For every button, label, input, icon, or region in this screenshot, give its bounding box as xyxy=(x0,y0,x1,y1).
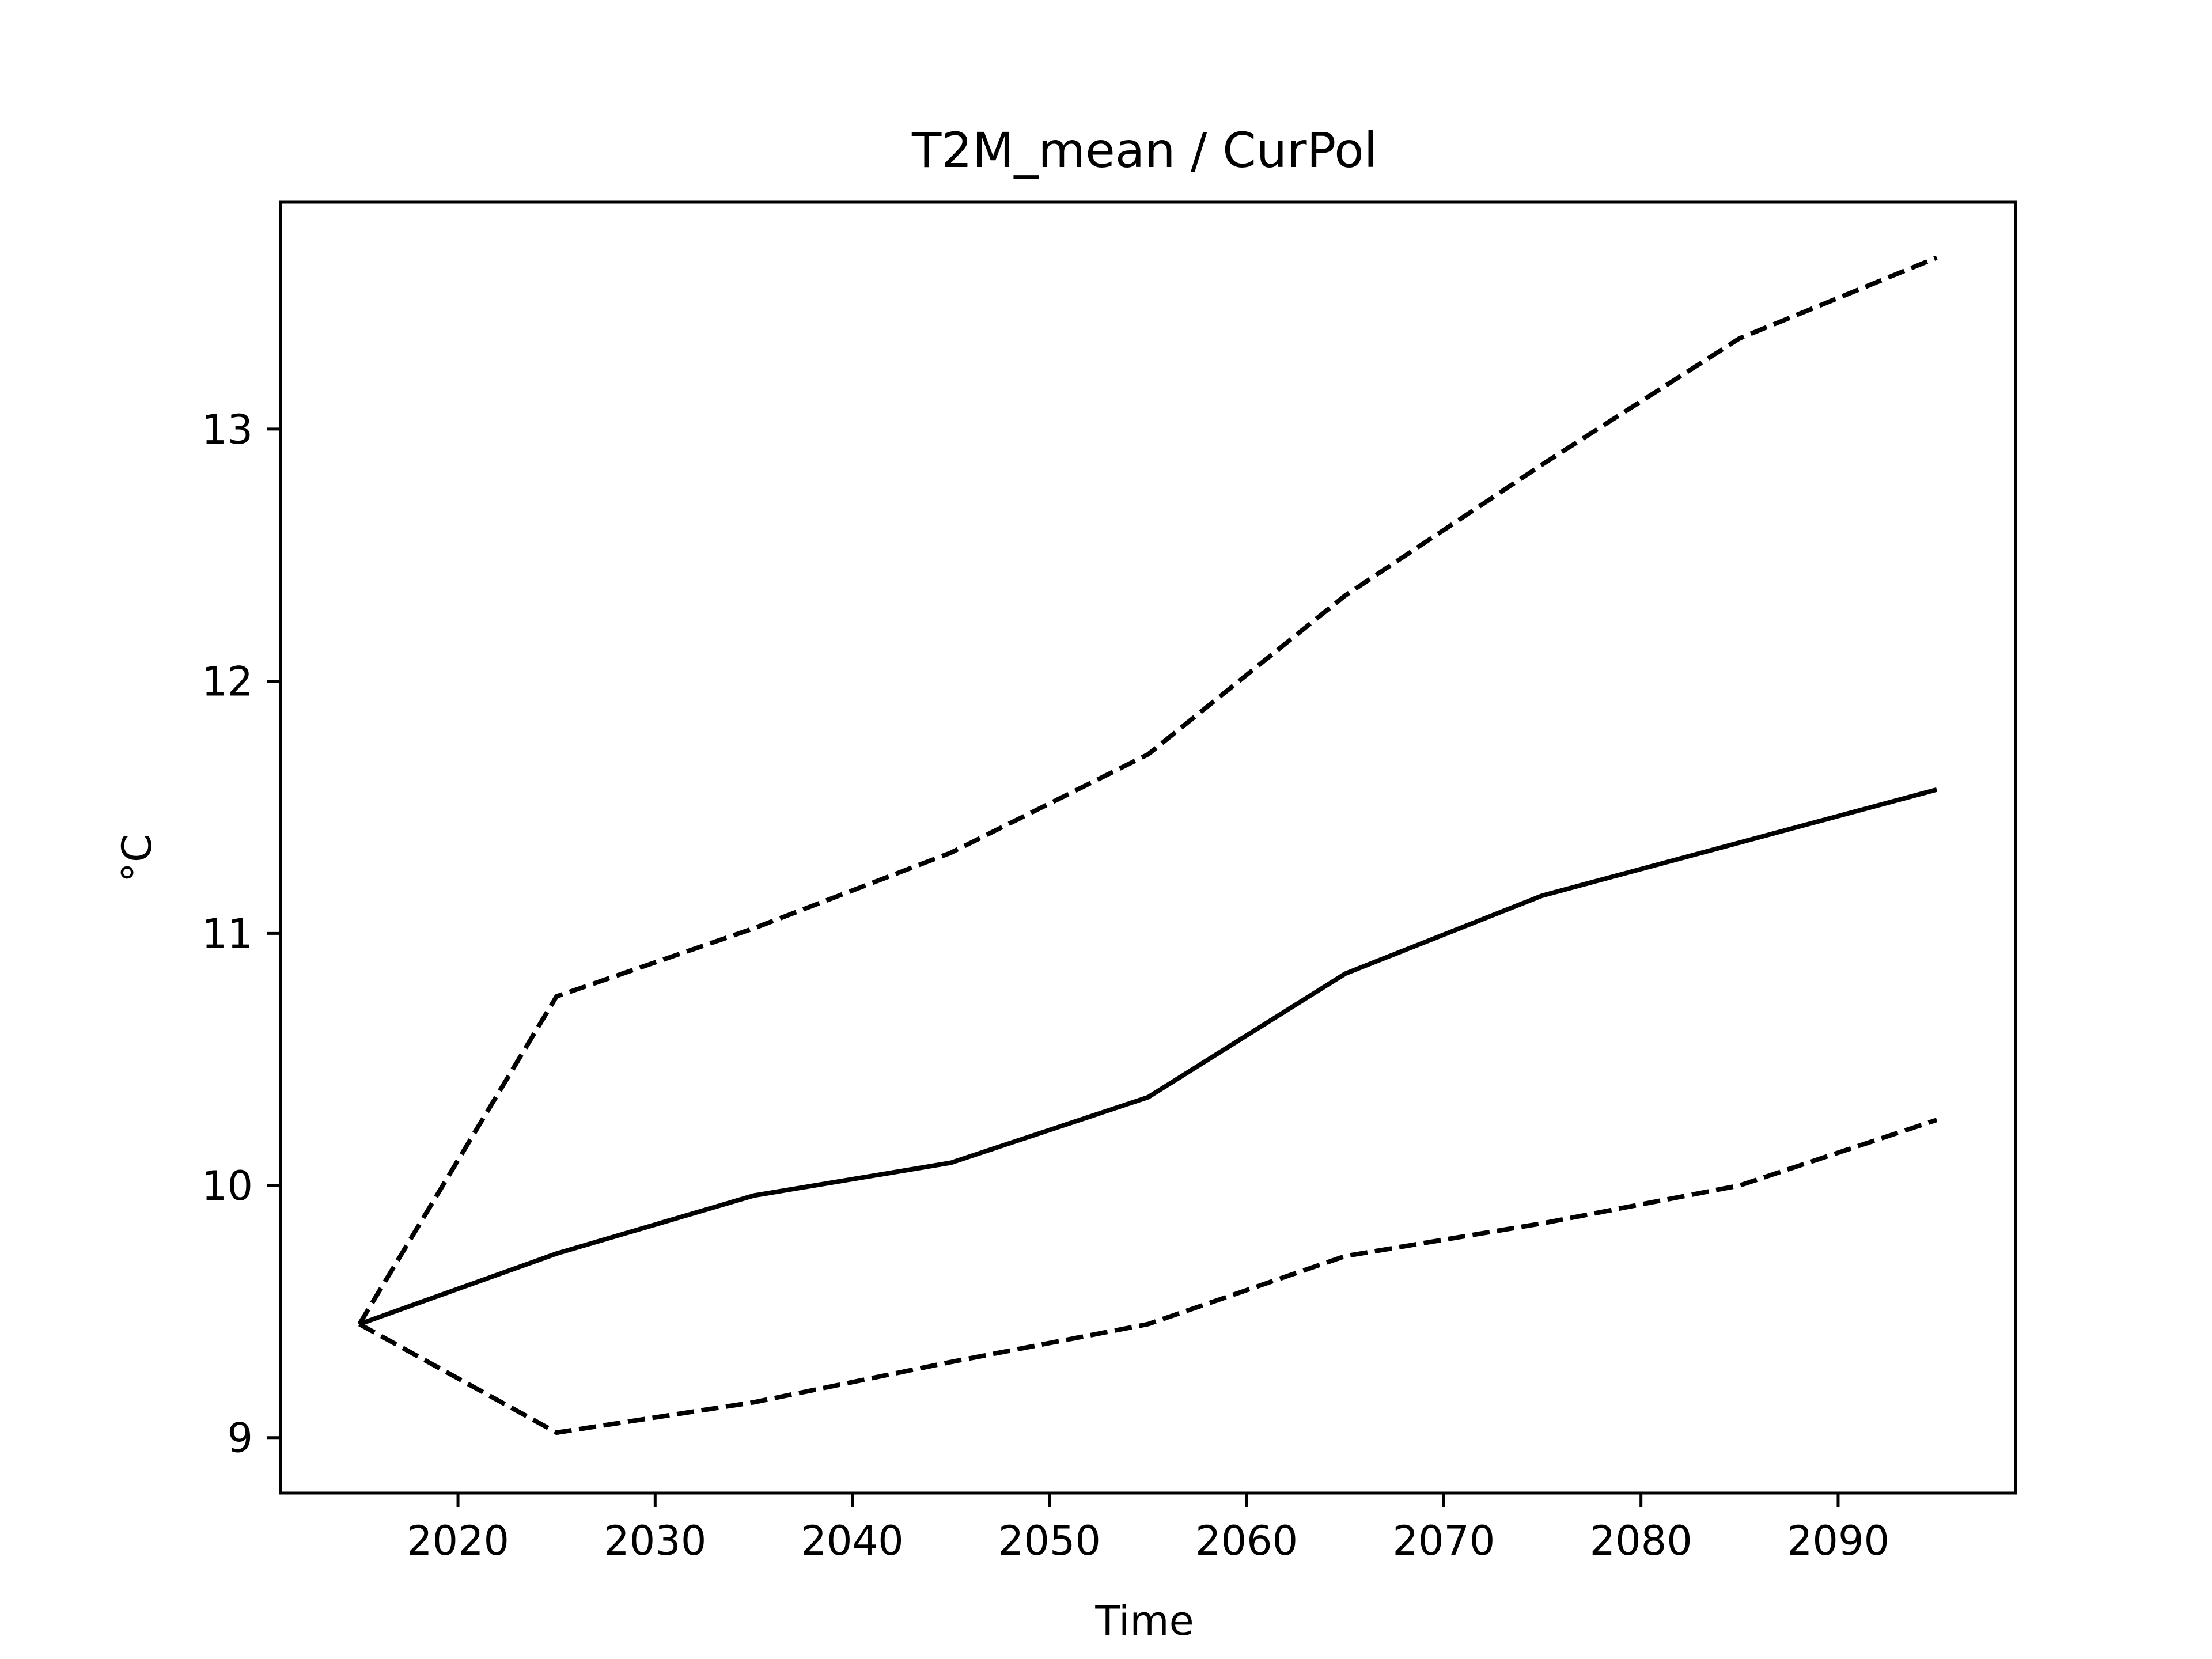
x-tick-label: 2020 xyxy=(407,1517,509,1565)
y-axis-label: °C xyxy=(113,834,161,882)
plot-frame xyxy=(279,200,2017,1495)
plot-area xyxy=(357,255,1938,1435)
chart-title: T2M_mean / CurPol xyxy=(911,122,1377,179)
y-tick-label: 13 xyxy=(202,406,253,453)
dashed-series-line-2 xyxy=(358,1118,1938,1435)
y-tick-label: 10 xyxy=(202,1162,253,1210)
dashed-series-line-1 xyxy=(357,255,1938,1325)
x-axis: 2020 2030 2040 2050 2060 2070 2080 2090 xyxy=(407,1493,1889,1565)
y-axis: 9 10 11 12 13 xyxy=(202,406,281,1462)
y-tick-label: 11 xyxy=(202,910,253,957)
y-tick-label: 12 xyxy=(202,658,253,706)
x-tick-label: 2080 xyxy=(1590,1517,1692,1565)
x-tick-label: 2090 xyxy=(1787,1517,1889,1565)
x-tick-label: 2060 xyxy=(1195,1517,1298,1565)
x-tick-label: 2070 xyxy=(1392,1517,1495,1565)
x-axis-label: Time xyxy=(1094,1597,1194,1645)
x-tick-label: 2030 xyxy=(604,1517,706,1565)
y-tick-label: 9 xyxy=(227,1415,253,1462)
x-tick-label: 2040 xyxy=(801,1517,904,1565)
solid-series-line xyxy=(358,787,1938,1327)
x-tick-label: 2050 xyxy=(998,1517,1101,1565)
